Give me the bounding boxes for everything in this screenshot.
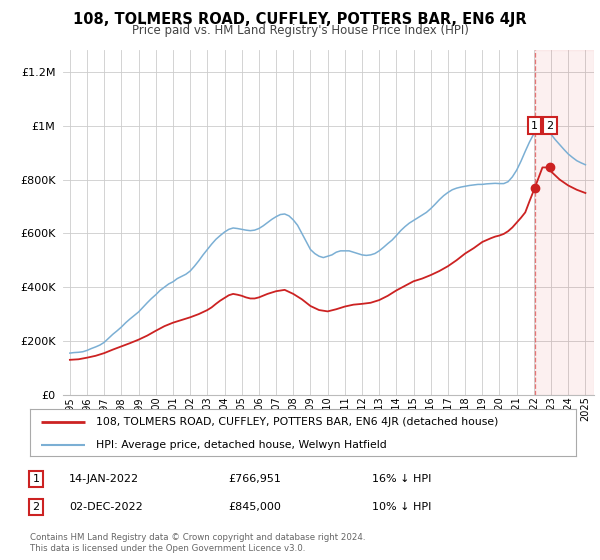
Text: 1: 1 [32, 474, 40, 484]
Text: 14-JAN-2022: 14-JAN-2022 [69, 474, 139, 484]
Bar [535, 50, 594, 395]
Text: 108, TOLMERS ROAD, CUFFLEY, POTTERS BAR, EN6 4JR: 108, TOLMERS ROAD, CUFFLEY, POTTERS BAR,… [73, 12, 527, 27]
Text: Contains HM Land Registry data © Crown copyright and database right 2024.
This d: Contains HM Land Registry data © Crown c… [30, 533, 365, 553]
Text: 1: 1 [531, 121, 538, 130]
Text: 108, TOLMERS ROAD, CUFFLEY, POTTERS BAR, EN6 4JR (detached house): 108, TOLMERS ROAD, CUFFLEY, POTTERS BAR,… [95, 417, 498, 427]
Text: HPI: Average price, detached house, Welwyn Hatfield: HPI: Average price, detached house, Welw… [95, 440, 386, 450]
Text: 10% ↓ HPI: 10% ↓ HPI [372, 502, 431, 512]
Text: 02-DEC-2022: 02-DEC-2022 [69, 502, 143, 512]
Text: £766,951: £766,951 [228, 474, 281, 484]
Text: £845,000: £845,000 [228, 502, 281, 512]
Text: Price paid vs. HM Land Registry's House Price Index (HPI): Price paid vs. HM Land Registry's House … [131, 24, 469, 36]
Text: 16% ↓ HPI: 16% ↓ HPI [372, 474, 431, 484]
Text: 2: 2 [546, 121, 553, 130]
Text: 2: 2 [32, 502, 40, 512]
